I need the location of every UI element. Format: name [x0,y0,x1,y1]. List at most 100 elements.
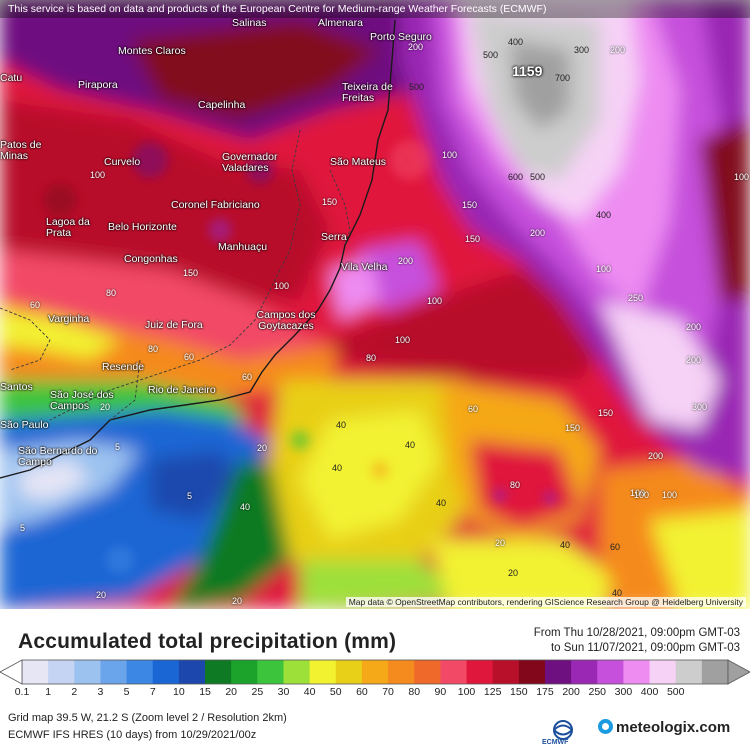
ecmwf-logo-icon [553,720,573,740]
color-scale-ticks: 0.1 1 2 3 5 7 10 15 20 25 30 40 50 60 70 80 90 100 125 150 1… [0,686,750,700]
contour-label: 200 [398,256,414,266]
city-label: Serra [321,231,347,243]
contour-label: 100 [596,264,612,274]
contour-label: 100 [634,490,650,500]
scale-cell [205,660,232,684]
map-canvas [0,0,750,609]
scale-cell [466,660,494,684]
scale-cell [492,660,520,684]
map-attribution[interactable]: Map data © OpenStreetMap contributors, r… [345,597,746,607]
contour-label: 100 [734,172,750,182]
scale-cell [257,660,284,684]
scale-tick-label: 10 [173,686,185,698]
contour-label: 500 [530,172,546,182]
contour-label: 200 [648,451,664,461]
ecmwf-logo-text: ECMWF [542,739,569,746]
contour-label: 80 [366,353,377,363]
scale-arrow-right [727,659,750,685]
meteologix-icon [598,719,613,734]
contour-label: 200 [686,355,702,365]
contour-label: 40 [560,540,571,550]
contour-label: 200 [686,322,702,332]
city-label: Montes Claros [118,45,186,57]
city-label: Catu [0,72,23,84]
contour-label: 500 [483,50,499,60]
scale-tick-label: 0.1 [14,686,30,698]
scale-tick-label: 15 [199,686,211,698]
contour-label: 100 [274,281,290,291]
scale-cell [74,660,101,684]
scale-cell [414,660,441,684]
contour-label: 40 [612,588,623,598]
scale-cell [623,660,651,684]
city-label: Campos dos Goytacazes [256,309,316,332]
scale-tick-label: 70 [382,686,394,698]
grid-info: Grid map 39.5 W, 21.2 S (Zoom level 2 / … [8,712,287,724]
contour-label: 20 [257,443,268,453]
scale-cell [335,660,363,684]
contour-label: 40 [405,440,416,450]
city-label: Congonhas [124,253,178,265]
scale-cell [361,660,389,684]
contour-label: 40 [332,463,343,473]
city-label: São Mateus [330,156,387,168]
city-label: Salinas [232,17,267,29]
scale-tick-label: 20 [225,686,238,698]
contour-label: 150 [322,197,338,207]
city-label: Porto Seguro [370,31,432,43]
contour-label: 60 [242,372,253,382]
city-label: Belo Horizonte [108,221,177,233]
city-label: Teixeira de Freitas [342,81,393,104]
scale-arrow-left [0,659,23,685]
city-label: São Bernardo do Campo [18,445,98,468]
contour-label: 150 [565,423,581,433]
city-label: Resende [102,361,145,373]
city-label: Vila Velha [341,261,388,273]
contour-label: 150 [465,234,481,244]
contour-label: 500 [409,82,425,92]
contour-label: 100 [630,488,646,498]
contour-label: 20 [100,402,111,412]
meteologix-logo-text: meteologix.com [616,719,731,736]
contour-label: 80 [148,344,159,354]
city-label: São José dos Campos [50,389,114,412]
city-label: Capelinha [198,99,246,111]
scale-cell [126,660,154,684]
scale-tick-label: 125 [483,686,502,698]
contour-label: 200 [610,45,626,55]
scale-tick-label: 250 [588,686,607,698]
scale-cell [100,660,128,684]
contour-label: 60 [468,404,479,414]
contour-label: 400 [596,210,612,220]
scale-cell [701,660,729,684]
contour-label: 200 [408,42,424,52]
contour-label: 100 [395,335,411,345]
contour-label: 300 [574,45,590,55]
scale-cell [544,660,572,684]
scale-tick-label: 100 [457,686,476,698]
period-from: From Thu 10/28/2021, 09:00pm GMT-03 [533,627,740,639]
color-scale-bar [0,659,750,685]
city-label: Manhuaçu [218,241,268,253]
scale-tick-label: 175 [536,686,554,698]
scale-tick-label: 500 [666,686,685,698]
contour-label: 300 [692,402,708,412]
period-to: to Sun 11/07/2021, 09:00pm GMT-03 [550,642,740,654]
scale-cell [231,660,258,684]
contour-label: 150 [462,200,478,210]
contour-label: 80 [510,480,521,490]
city-label: Curvelo [104,156,141,168]
contour-label: 40 [240,502,251,512]
scale-tick-label: 400 [640,686,659,698]
contour-label: 60 [610,542,621,552]
city-label: Coronel Fabriciano [171,199,260,211]
scale-cell [675,660,703,684]
contour-label: 5 [20,523,26,533]
scale-tick-label: 90 [434,686,447,698]
contour-label: 5 [115,442,121,452]
contour-label: 60 [30,300,41,310]
scale-cell [440,660,468,684]
precipitation-map[interactable]: This service is based on data and produc… [0,0,750,609]
meteologix-logo[interactable]: meteologix.com [598,719,730,736]
scale-cell [22,660,49,684]
